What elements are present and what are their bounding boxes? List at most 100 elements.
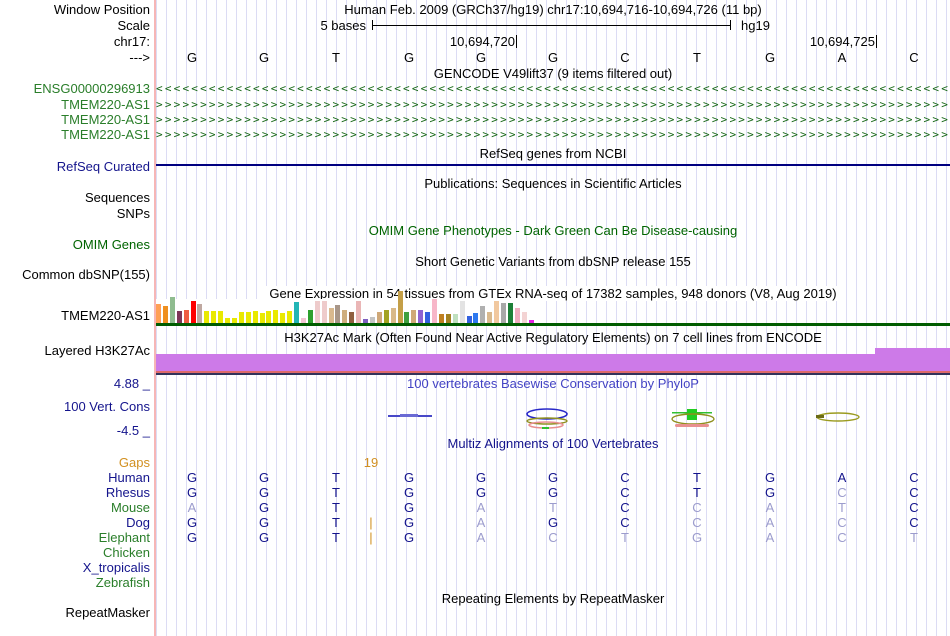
alignment-gap-mark: | [369, 530, 373, 545]
h3k27ac-signal-block[interactable] [156, 354, 950, 371]
multiz-track-title[interactable]: Multiz Alignments of 100 Vertebrates [447, 436, 659, 451]
phylop-track-title[interactable]: 100 vertebrates Basewise Conservation by… [407, 376, 699, 391]
alignment-letter: G [258, 500, 270, 515]
alignment-letter: G [258, 470, 270, 485]
gtex-baseline [156, 323, 950, 326]
alignment-letter: T [549, 500, 557, 515]
gtex-tissue-bar [377, 312, 382, 323]
gtex-tissue-bar [453, 314, 458, 323]
species-label-rhesus[interactable]: Rhesus [105, 485, 150, 500]
scale-bar-left-tick [372, 20, 373, 30]
alignment-letter: C [909, 515, 919, 530]
species-label-x_tropicalis[interactable]: X_tropicalis [82, 560, 150, 575]
alignment-letter: G [403, 470, 415, 485]
alignment-letter: C [692, 515, 702, 530]
reference-base: T [332, 50, 340, 65]
gtex-tissue-bar [404, 312, 409, 323]
species-label-chicken[interactable]: Chicken [103, 545, 150, 560]
h3k27ac-signal-peak[interactable] [875, 348, 950, 371]
alignment-letter: G [475, 470, 487, 485]
omim-genes-label[interactable]: OMIM Genes [72, 237, 150, 252]
omim-track-title[interactable]: OMIM Gene Phenotypes - Dark Green Can Be… [368, 223, 738, 238]
gtex-tissue-bar [480, 306, 485, 323]
h3k27ac-track-title[interactable]: H3K27Ac Mark (Often Found Near Active Re… [284, 330, 822, 345]
gtex-gene-label[interactable]: TMEM220-AS1 [61, 308, 150, 323]
snps-label[interactable]: SNPs [116, 206, 150, 221]
alignment-letter: T [332, 470, 340, 485]
repeatmasker-track-title[interactable]: Repeating Elements by RepeatMasker [441, 591, 665, 606]
alignment-letter: C [620, 515, 630, 530]
gtex-tissue-bar [170, 297, 175, 323]
gene-strand-arrows-right[interactable]: >>>>>>>>>>>>>>>>>>>>>>>>>>>>>>>>>>>>>>>>… [156, 128, 950, 141]
gtex-tissue-bar [204, 311, 209, 323]
gtex-tissue-bar [425, 312, 430, 323]
species-label-human[interactable]: Human [108, 470, 150, 485]
alignment-letter: G [764, 470, 776, 485]
gtex-tissue-bar [467, 316, 472, 323]
gtex-tissue-bar [260, 313, 265, 323]
alignment-letter: G [186, 485, 198, 500]
layered-h3k27ac-label[interactable]: Layered H3K27Ac [44, 343, 150, 358]
species-label-zebrafish[interactable]: Zebrafish [95, 575, 150, 590]
gtex-tissue-bar [253, 311, 258, 323]
gtex-tissue-bar [487, 312, 492, 323]
gene-strand-arrows-right[interactable]: >>>>>>>>>>>>>>>>>>>>>>>>>>>>>>>>>>>>>>>>… [156, 98, 950, 111]
gtex-tissue-bar [211, 311, 216, 323]
alignment-letter: G [403, 530, 415, 545]
gene-label-tmem220-as1[interactable]: TMEM220-AS1 [61, 97, 150, 112]
gene-label-tmem220-as1[interactable]: TMEM220-AS1 [61, 127, 150, 142]
alignment-letter: T [332, 500, 340, 515]
species-label-mouse[interactable]: Mouse [110, 500, 150, 515]
gtex-track-title[interactable]: Gene Expression in 54 tissues from GTEx … [156, 286, 950, 301]
dbsnp-track-title[interactable]: Short Genetic Variants from dbSNP releas… [415, 254, 691, 269]
common-dbsnp-label[interactable]: Common dbSNP(155) [22, 267, 150, 282]
alignment-letter: T [910, 530, 918, 545]
alignment-letter: G [547, 485, 559, 500]
gtex-expression-barchart[interactable] [156, 291, 540, 323]
sequences-label[interactable]: Sequences [84, 190, 150, 205]
reference-base: G [475, 50, 487, 65]
gtex-tissue-bar [232, 318, 237, 323]
species-label-elephant[interactable]: Elephant [98, 530, 150, 545]
gaps-row-label[interactable]: Gaps [118, 455, 150, 470]
gtex-tissue-bar [156, 304, 161, 323]
alignment-letter: G [764, 485, 776, 500]
alignment-gap-mark: | [369, 515, 373, 530]
gtex-tissue-bar [239, 312, 244, 323]
gtex-tissue-bar [501, 303, 506, 323]
scale-value: 5 bases [320, 18, 366, 33]
gtex-tissue-bar [363, 319, 368, 323]
alignment-letter: G [547, 515, 559, 530]
refseq-track-title[interactable]: RefSeq genes from NCBI [479, 146, 627, 161]
reference-base: G [547, 50, 559, 65]
gene-strand-arrows-left[interactable]: <<<<<<<<<<<<<<<<<<<<<<<<<<<<<<<<<<<<<<<<… [156, 82, 950, 95]
alignment-letter: C [837, 485, 847, 500]
gtex-tissue-bar [398, 291, 403, 323]
scale-label: Scale [117, 18, 150, 33]
refseq-curated-label[interactable]: RefSeq Curated [56, 159, 150, 174]
gtex-tissue-bar [529, 320, 534, 323]
scale-bar [372, 25, 731, 26]
gtex-tissue-bar [460, 301, 465, 323]
strand-direction-label: ---> [129, 50, 150, 65]
gene-label-tmem220-as1[interactable]: TMEM220-AS1 [61, 112, 150, 127]
gene-label-ensg00000296913[interactable]: ENSG00000296913 [33, 81, 150, 96]
gencode-track-title[interactable]: GENCODE V49lift37 (9 items filtered out) [433, 66, 673, 81]
reference-base: C [620, 50, 630, 65]
alignment-letter: A [837, 470, 847, 485]
repeatmasker-label[interactable]: RepeatMasker [65, 605, 150, 620]
gene-strand-arrows-right[interactable]: >>>>>>>>>>>>>>>>>>>>>>>>>>>>>>>>>>>>>>>>… [156, 113, 950, 126]
alignment-letter: C [909, 500, 919, 515]
gtex-tissue-bar [218, 311, 223, 323]
phylop-track-label[interactable]: 100 Vert. Cons [64, 399, 150, 414]
species-label-dog[interactable]: Dog [126, 515, 150, 530]
alignment-letter: C [909, 485, 919, 500]
publications-track-title[interactable]: Publications: Sequences in Scientific Ar… [424, 176, 682, 191]
alignment-letter: G [475, 485, 487, 500]
alignment-letter: T [621, 530, 629, 545]
alignment-letter: A [765, 500, 775, 515]
alignment-letter: T [332, 515, 340, 530]
alignment-letter: G [186, 515, 198, 530]
alignment-letter: T [693, 485, 701, 500]
refseq-gene-bar[interactable] [156, 164, 950, 166]
